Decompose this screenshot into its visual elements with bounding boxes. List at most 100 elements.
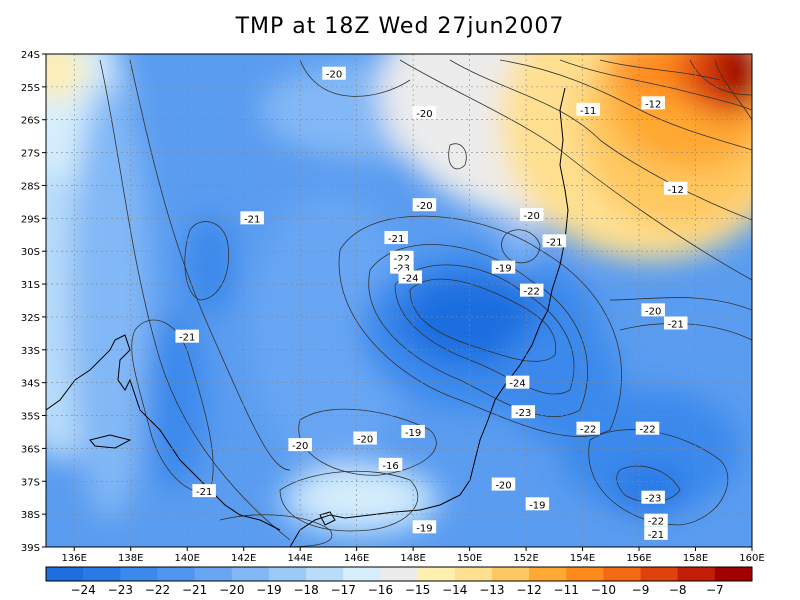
- colorbar-label: −11: [554, 583, 579, 597]
- colorbar-label: −15: [405, 583, 430, 597]
- colorbar-label: −22: [145, 583, 170, 597]
- contour-label-text: -12: [668, 185, 684, 196]
- contour-label-text: -24: [509, 379, 525, 390]
- lon-tick-label: 146E: [344, 553, 369, 564]
- colorbar-swatch: [529, 567, 567, 581]
- colorbar-swatch: [491, 567, 530, 581]
- temperature-field: [46, 54, 752, 547]
- contour-label-bg: [576, 421, 600, 435]
- contour-label: -16: [378, 457, 403, 472]
- contour-label-bg: [644, 526, 668, 540]
- contour-label-bg: [491, 477, 516, 491]
- lat-tick-label: 30S: [21, 247, 40, 258]
- contour-label-text: -20: [416, 109, 432, 120]
- contour-label: -12: [641, 96, 665, 110]
- contour-label-bg: [412, 106, 437, 120]
- contour-label-bg: [519, 283, 544, 297]
- contour-label-text: -22: [524, 287, 540, 298]
- lon-tick-label: 148E: [400, 553, 425, 564]
- colorbar-swatch: [120, 567, 158, 581]
- contour-label: -19: [401, 424, 425, 439]
- colorbar-swatch: [566, 567, 604, 581]
- axis-ticks: 24S 25S 26S 27S 28S 29S 30S 31S 32S 33S 34S 35S 36S 3…: [21, 50, 765, 564]
- contour-label-bg: [378, 457, 403, 471]
- contour-label-text: -20: [292, 441, 308, 452]
- contour-label: -21: [664, 316, 688, 331]
- graticule: [46, 54, 752, 547]
- contour-label-text: -12: [645, 99, 661, 110]
- contour-label-text: -16: [382, 461, 398, 472]
- colorbar-label: −17: [331, 583, 356, 597]
- contour-label: -20: [641, 303, 665, 317]
- lon-tick-label: 136E: [62, 553, 87, 564]
- contour-label: -24: [398, 270, 423, 284]
- contour-label: -23: [641, 490, 665, 505]
- contour-label-bg: [511, 405, 536, 419]
- lon-tick-label: 144E: [287, 553, 312, 564]
- colorbar-swatch: [46, 567, 84, 581]
- contour-label-text: -20: [645, 306, 661, 317]
- lat-tick-label: 29S: [21, 214, 40, 225]
- lon-tick-label: 150E: [457, 553, 482, 564]
- colorbar-swatch: [231, 567, 270, 581]
- lat-tick-label: 25S: [21, 83, 40, 94]
- contour-label-text: -22: [394, 254, 410, 265]
- contour-label-bg: [192, 484, 216, 498]
- contour-label-bg: [505, 375, 530, 389]
- colorbar-swatch: [194, 567, 233, 581]
- contour-label: -21: [542, 234, 567, 248]
- contour-label: -11: [576, 102, 600, 117]
- lat-tick-label: 37S: [21, 477, 40, 488]
- contour-label-bg: [491, 260, 516, 274]
- contour-label-text: -23: [645, 494, 661, 505]
- contour-label-text: -23: [515, 408, 531, 419]
- contour-label-bg: [398, 270, 423, 284]
- contour-label-text: -22: [639, 425, 655, 436]
- lon-tick-label: 156E: [626, 553, 651, 564]
- lat-tick-label: 28S: [21, 181, 40, 192]
- contour-label-text: -24: [402, 273, 418, 284]
- contour-label: -19: [525, 497, 550, 511]
- colorbar-frame: [45, 566, 753, 582]
- colorbar-swatch: [268, 567, 307, 581]
- contour-label-bg: [576, 102, 600, 116]
- lat-tick-label: 34S: [21, 379, 40, 390]
- contour-label-text: -19: [529, 500, 545, 511]
- lon-tick-label: 158E: [683, 553, 708, 564]
- contour-label: -20: [353, 431, 377, 446]
- lon-tick-label: 138E: [118, 553, 143, 564]
- contour-label-text: -20: [495, 481, 511, 492]
- lat-tick-label: 36S: [21, 444, 40, 455]
- contour-label: -20: [288, 438, 312, 452]
- contour-label-bg: [412, 520, 437, 534]
- lon-tick-label: 142E: [231, 553, 256, 564]
- contour-label-text: -20: [416, 201, 432, 212]
- colorbar-label: −12: [516, 583, 541, 597]
- contour-label: -19: [491, 260, 516, 275]
- contour-label: -22: [635, 421, 660, 436]
- contour-label-bg: [353, 431, 377, 445]
- colorbar-label: −21: [182, 583, 207, 597]
- contour-label-text: -21: [546, 237, 562, 248]
- contour-label-bg: [322, 66, 346, 80]
- colorbar-label: −9: [632, 583, 650, 597]
- contour-label: -21: [192, 484, 216, 498]
- colorbar-label: −10: [591, 583, 616, 597]
- colorbar-swatch: [83, 567, 121, 581]
- contour-label: -22: [519, 283, 544, 298]
- lat-tick-label: 35S: [21, 412, 40, 423]
- contour-label-text: -21: [648, 530, 664, 541]
- lon-tick-label: 160E: [739, 553, 764, 564]
- contour-label-bg: [641, 303, 665, 317]
- contour-label-text: -23: [394, 264, 410, 275]
- colorbar-swatch: [343, 567, 381, 581]
- contour-label: -20: [322, 66, 346, 81]
- contour-label-bg: [384, 231, 408, 245]
- lat-tick-label: 24S: [21, 50, 40, 61]
- colorbar-label: −7: [706, 583, 724, 597]
- colorbar-label: −20: [219, 583, 244, 597]
- lat-tick-label: 39S: [21, 543, 40, 554]
- contour-label-bg: [525, 497, 550, 511]
- contour-label-text: -19: [416, 523, 432, 534]
- contour-label-bg: [401, 424, 425, 438]
